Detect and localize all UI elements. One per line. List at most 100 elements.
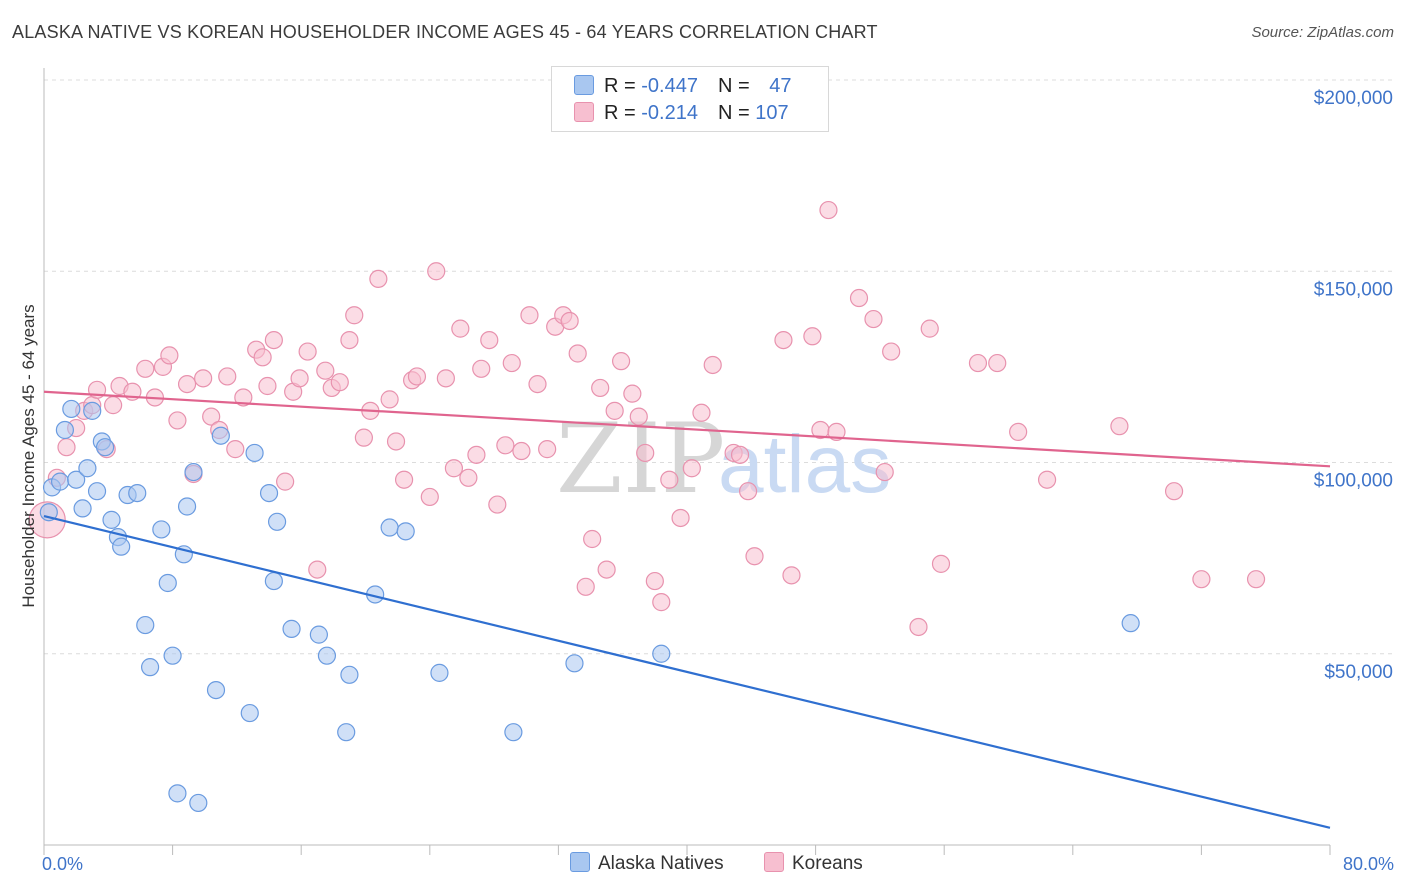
korean-point (660, 470, 679, 489)
y-tick-label: $150,000 (1314, 279, 1393, 300)
korean-point (931, 554, 951, 573)
correlation-legend: R = -0.447 N = 47 R = -0.214 N = 107 (551, 66, 829, 132)
alaska-point (317, 646, 337, 665)
alaska-point (95, 438, 115, 457)
series-name-alaska: Alaska Natives (598, 853, 724, 874)
alaska-point (259, 484, 279, 503)
korean-point (591, 378, 610, 398)
korean-point (1110, 417, 1129, 436)
korean-point (576, 577, 595, 596)
korean-point (730, 445, 750, 464)
alaska-point (282, 619, 301, 638)
legend-r-label: R = (604, 102, 642, 124)
korean-point (782, 566, 801, 585)
alaska-point (128, 484, 147, 503)
korean-points (28, 200, 1266, 637)
korean-point (827, 422, 846, 441)
alaska-swatch-icon (574, 75, 594, 95)
alaska-point (177, 497, 197, 516)
source-label: Source: ZipAtlas.com (1251, 24, 1394, 41)
trend-lines (43, 390, 1331, 829)
alaska-point (55, 420, 74, 440)
legend-n-value: 107 (755, 102, 789, 124)
korean-point (57, 438, 76, 457)
y-axis-label: Householder Income Ages 45 - 64 years (19, 304, 38, 607)
korean-swatch-icon (764, 852, 784, 872)
korean-point (568, 344, 587, 363)
alaska-point (264, 571, 283, 591)
korean-point (583, 529, 602, 549)
korean-point (218, 367, 237, 386)
korean-point (682, 459, 701, 478)
korean-point (875, 462, 894, 482)
alaska-point (83, 401, 102, 420)
korean-point (253, 348, 272, 367)
alaska-point (87, 482, 107, 501)
korean-point (538, 440, 557, 459)
korean-point (512, 441, 531, 461)
korean-point (738, 482, 758, 501)
korean-point (298, 342, 317, 361)
korean-point (340, 331, 359, 350)
korean-point (451, 319, 470, 338)
alaska-point (267, 512, 287, 531)
korean-point (136, 359, 155, 378)
alaska-point (565, 654, 584, 673)
korean-point (386, 432, 406, 451)
korean-trend-line (43, 390, 1331, 468)
axis-labels: $50,000 $100,000 $150,000 $200,000 0.0% 80.0%… (19, 88, 1394, 874)
alaska-point (73, 499, 92, 518)
alaska-point (337, 723, 356, 742)
korean-point (988, 353, 1007, 373)
alaska-point (1121, 614, 1140, 633)
korean-point (308, 560, 327, 579)
alaska-point (430, 663, 449, 682)
korean-point (459, 468, 478, 487)
y-tick-label: $200,000 (1314, 88, 1393, 109)
korean-point (1192, 570, 1211, 589)
korean-point (104, 396, 123, 415)
korean-point (472, 359, 491, 378)
korean-point (258, 376, 277, 396)
x-tick-label-end: 80.0% (1343, 854, 1394, 874)
korean-point (849, 288, 869, 308)
korean-point (597, 560, 616, 579)
chart-title: ALASKA NATIVE VS KOREAN HOUSEHOLDER INCO… (12, 22, 878, 42)
alaska-point (140, 658, 160, 677)
korean-point (226, 440, 245, 459)
korean-point (629, 407, 648, 426)
korean-point (160, 346, 179, 365)
axes (43, 68, 1331, 855)
series-name-korean: Koreans (792, 853, 863, 874)
korean-point (234, 388, 253, 407)
korean-point (864, 309, 883, 329)
alaska-point (206, 680, 226, 700)
legend-r-value: -0.447 (641, 75, 698, 97)
alaska-point (158, 573, 177, 593)
korean-swatch-icon (574, 102, 594, 122)
korean-point (488, 495, 507, 514)
alaska-point (67, 470, 86, 489)
korean-point (345, 306, 364, 325)
korean-point (444, 459, 464, 478)
legend-r-value: -0.214 (641, 102, 698, 124)
alaska-point (340, 665, 359, 684)
alaska-point (380, 518, 399, 537)
bottom-legend-korean: Koreans (764, 852, 863, 875)
korean-point (623, 384, 642, 403)
korean-point (803, 327, 822, 346)
korean-point (502, 353, 521, 373)
korean-point (703, 355, 722, 375)
alaska-point (309, 625, 328, 644)
korean-point (745, 547, 764, 566)
korean-point (407, 367, 427, 386)
korean-point (420, 487, 439, 507)
korean-point (528, 374, 547, 394)
korean-point (1246, 570, 1266, 589)
korean-point (276, 472, 295, 491)
korean-point (636, 443, 655, 463)
alaska-point (396, 522, 415, 541)
korean-point (652, 593, 671, 612)
korean-point (496, 436, 515, 455)
korean-point (480, 331, 499, 350)
